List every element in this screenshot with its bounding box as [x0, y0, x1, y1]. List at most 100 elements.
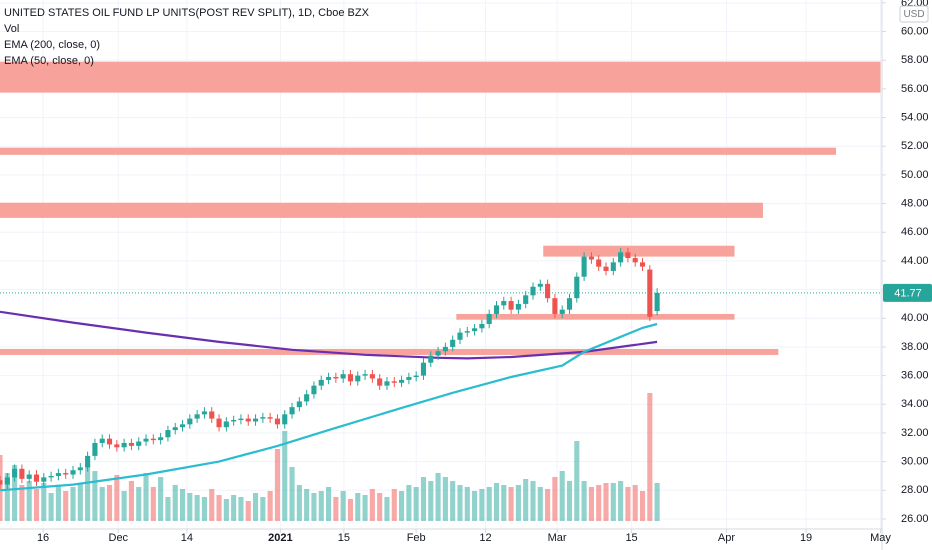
volume-bar [639, 491, 646, 521]
candle-body [114, 444, 120, 448]
candle-body [457, 332, 463, 340]
candle-body [48, 475, 54, 478]
candle-body [128, 442, 134, 446]
candle-body [581, 256, 587, 277]
candle-body [245, 418, 251, 422]
candle-body [238, 418, 244, 421]
volume-bar [654, 483, 660, 521]
volume-bar [19, 485, 25, 521]
candle-body [625, 252, 631, 259]
currency-box[interactable] [899, 5, 929, 23]
volume-bar [508, 487, 514, 521]
candle-body [406, 377, 412, 380]
x-tick-label: 15 [625, 532, 637, 544]
volume-bar [179, 489, 186, 521]
volume-bar [588, 487, 594, 521]
legend-ema: EMA (50, close, 0) [4, 55, 94, 67]
plot-area [0, 61, 882, 521]
volume-bar [377, 493, 383, 521]
candle-body [618, 252, 624, 263]
volume-bar [231, 495, 237, 521]
candle-body [143, 438, 149, 442]
x-tick-label: 14 [181, 532, 193, 544]
candle-body [158, 437, 164, 441]
candle-body [523, 295, 529, 304]
volume-bar [632, 485, 638, 521]
volume-bar [260, 497, 266, 521]
volume-bar [77, 483, 83, 521]
volume-bar [362, 495, 368, 521]
y-tick-label: 38.00 [901, 341, 929, 353]
candle-body [187, 418, 193, 425]
volume-bar [537, 487, 543, 521]
last-price-label: 41.77 [894, 287, 922, 299]
volume-bar [486, 487, 492, 521]
volume-bar [128, 481, 134, 521]
volume-bar [106, 485, 113, 521]
volume-bar [399, 491, 405, 521]
volume-bar [523, 479, 529, 521]
legend: UNITED STATES OIL FUND LP UNITS(POST REV… [4, 7, 370, 67]
candle-body [610, 262, 616, 271]
candle-body [435, 351, 441, 356]
candle-body [588, 256, 594, 260]
candle-body [304, 394, 310, 402]
volume-bar [545, 489, 551, 521]
legend-volume: Vol [4, 23, 19, 35]
volume-bar [136, 487, 142, 521]
volume-bar [618, 481, 624, 521]
y-tick-label: 60.00 [901, 25, 929, 37]
volume-bar [603, 483, 609, 521]
volume-bar [41, 483, 47, 521]
y-tick-label: 54.00 [901, 111, 929, 123]
volume-bar [552, 477, 558, 521]
volume-bar [201, 497, 207, 521]
price-zone [0, 202, 763, 218]
candle-body [603, 266, 609, 271]
candle-body [223, 421, 229, 428]
candle-body [501, 301, 507, 306]
candle-body [552, 298, 558, 314]
volume-bar [530, 481, 536, 521]
volume-bar [479, 489, 485, 521]
volume-bar [464, 487, 470, 521]
candle-body [267, 417, 273, 419]
x-tick-label: Feb [407, 532, 426, 544]
candle-body [472, 328, 478, 332]
volume-bar [318, 491, 324, 521]
candle-body [384, 381, 390, 386]
price-zone [0, 147, 837, 155]
candle-body [63, 473, 69, 475]
candle-body [121, 442, 127, 448]
volume-bar [172, 485, 178, 521]
candle-body [559, 309, 565, 314]
y-tick-label: 40.00 [901, 312, 929, 324]
volume-bar [209, 489, 215, 521]
candle-body [377, 378, 383, 386]
y-tick-label: 44.00 [901, 255, 929, 267]
volume-bar [610, 483, 616, 521]
x-tick-label: 2021 [268, 532, 292, 544]
x-tick-label: 19 [800, 532, 812, 544]
axes: 26.00 28.00 30.00 32.00 34.00 36.00 38.00 40.00… [37, 0, 932, 544]
candle-body [355, 375, 361, 382]
candle-body [442, 346, 448, 352]
candle-body [296, 401, 302, 408]
volume-bar [63, 491, 69, 521]
y-tick-label: 30.00 [901, 456, 929, 468]
candle-body [596, 259, 602, 267]
y-tick-label: 46.00 [901, 226, 929, 238]
volume-bar [26, 481, 32, 521]
candle-body [150, 438, 156, 441]
candle-body [647, 269, 653, 317]
volume-bar [559, 471, 565, 521]
candle-body [19, 468, 25, 479]
y-tick-label: 58.00 [901, 54, 929, 66]
candle-body [172, 427, 178, 431]
volume-bar [223, 499, 229, 521]
volume-bar [267, 491, 273, 521]
volume-bar [311, 493, 317, 521]
candle-body [252, 418, 259, 422]
volume-bar [304, 489, 310, 521]
